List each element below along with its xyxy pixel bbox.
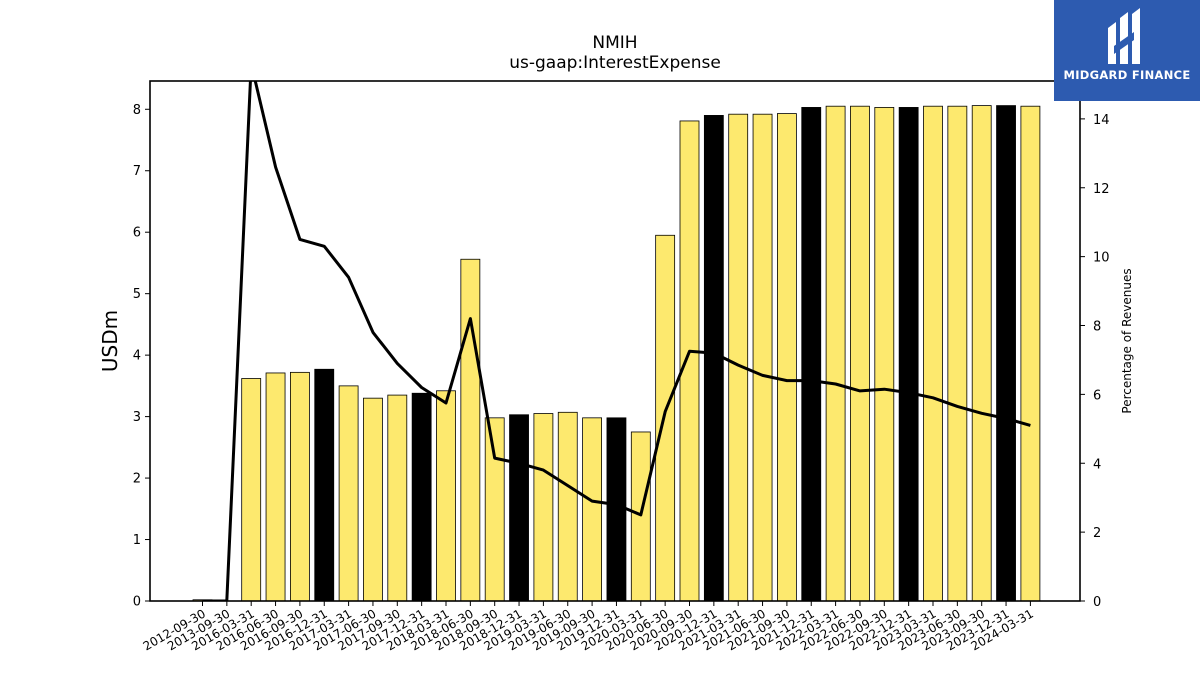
x-axis: 2012-09-302013-09-302016-03-312016-06-30… bbox=[141, 601, 1036, 653]
bar-2017-06-30 bbox=[363, 397, 383, 602]
y2-tick-label: 10 bbox=[1093, 251, 1110, 266]
y-tick-label: 0 bbox=[133, 595, 141, 610]
y2-tick-label: 12 bbox=[1093, 182, 1110, 197]
y-tick-label: 7 bbox=[133, 164, 141, 179]
bar-2020-03-31 bbox=[630, 431, 651, 602]
bar-2022-03-31 bbox=[825, 105, 846, 602]
bar-2019-06-30 bbox=[557, 411, 578, 602]
y2-axis-label: Percentage of Revenues bbox=[1120, 268, 1134, 413]
plot-frame bbox=[149, 80, 1081, 602]
bar-2021-03-31 bbox=[728, 113, 749, 602]
y-tick-label: 1 bbox=[133, 533, 141, 548]
bar-2018-09-30 bbox=[484, 417, 505, 602]
y-tick-label: 2 bbox=[133, 472, 141, 487]
chart-title: NMIH bbox=[592, 33, 637, 53]
y2-tick-label: 2 bbox=[1093, 526, 1101, 541]
bar-2019-12-31 bbox=[606, 417, 627, 602]
bar-2016-12-31 bbox=[314, 368, 335, 602]
bar-2023-06-30 bbox=[947, 105, 968, 602]
y2-tick-label: 14 bbox=[1093, 113, 1110, 128]
bar-2017-09-30 bbox=[387, 394, 408, 602]
bar-2021-12-31 bbox=[801, 107, 822, 602]
brand-logo: MIDGARD FINANCE bbox=[1054, 0, 1200, 101]
line-series bbox=[202, 81, 1031, 601]
bar-2024-03-31 bbox=[1020, 105, 1041, 602]
bar-2022-12-31 bbox=[898, 107, 919, 602]
y-tick-label: 8 bbox=[133, 103, 141, 118]
bar-2023-09-30 bbox=[971, 105, 992, 602]
bar-2022-09-30 bbox=[874, 107, 895, 602]
bar-2020-09-30 bbox=[679, 120, 700, 602]
bar-2018-03-31 bbox=[436, 390, 456, 602]
y2-tick-label: 4 bbox=[1093, 457, 1101, 472]
bar-2017-12-31 bbox=[411, 392, 432, 602]
bar-2019-03-31 bbox=[533, 413, 554, 602]
logo-mark-icon bbox=[1108, 8, 1140, 64]
bar-2018-12-31 bbox=[509, 414, 529, 602]
bar-2021-09-30 bbox=[777, 113, 797, 602]
bar-2023-12-31 bbox=[996, 105, 1016, 602]
logo-text: MIDGARD FINANCE bbox=[1063, 68, 1191, 82]
bar-2016-09-30 bbox=[289, 371, 310, 602]
bar-2018-06-30 bbox=[460, 258, 481, 602]
bar-2020-12-31 bbox=[703, 115, 724, 602]
bar-2023-03-31 bbox=[923, 105, 943, 602]
bar-2017-03-31 bbox=[338, 385, 359, 602]
revenue-percentage-line bbox=[202, 81, 1031, 601]
y2-tick-label: 8 bbox=[1093, 320, 1101, 335]
bar-2016-03-31 bbox=[241, 378, 262, 602]
y-axis-label: USDm bbox=[98, 310, 122, 372]
left-axis: 0 1 2 3 4 5 6 7 8 bbox=[133, 103, 150, 610]
y-tick-label: 6 bbox=[133, 226, 141, 241]
bar-2021-06-30 bbox=[752, 113, 773, 602]
right-axis: 0 2 4 6 8 10 12 14 bbox=[1080, 113, 1110, 610]
y2-tick-label: 0 bbox=[1093, 595, 1101, 610]
y-tick-label: 5 bbox=[133, 287, 141, 302]
y-tick-label: 4 bbox=[133, 349, 141, 364]
bar-series bbox=[192, 105, 1041, 602]
bar-2022-06-30 bbox=[850, 105, 870, 602]
chart-subtitle: us-gaap:InterestExpense bbox=[509, 53, 721, 73]
y-tick-label: 3 bbox=[133, 410, 141, 425]
y2-tick-label: 6 bbox=[1093, 388, 1101, 403]
bar-2016-06-30 bbox=[265, 372, 286, 602]
bar-2019-09-30 bbox=[582, 417, 602, 602]
